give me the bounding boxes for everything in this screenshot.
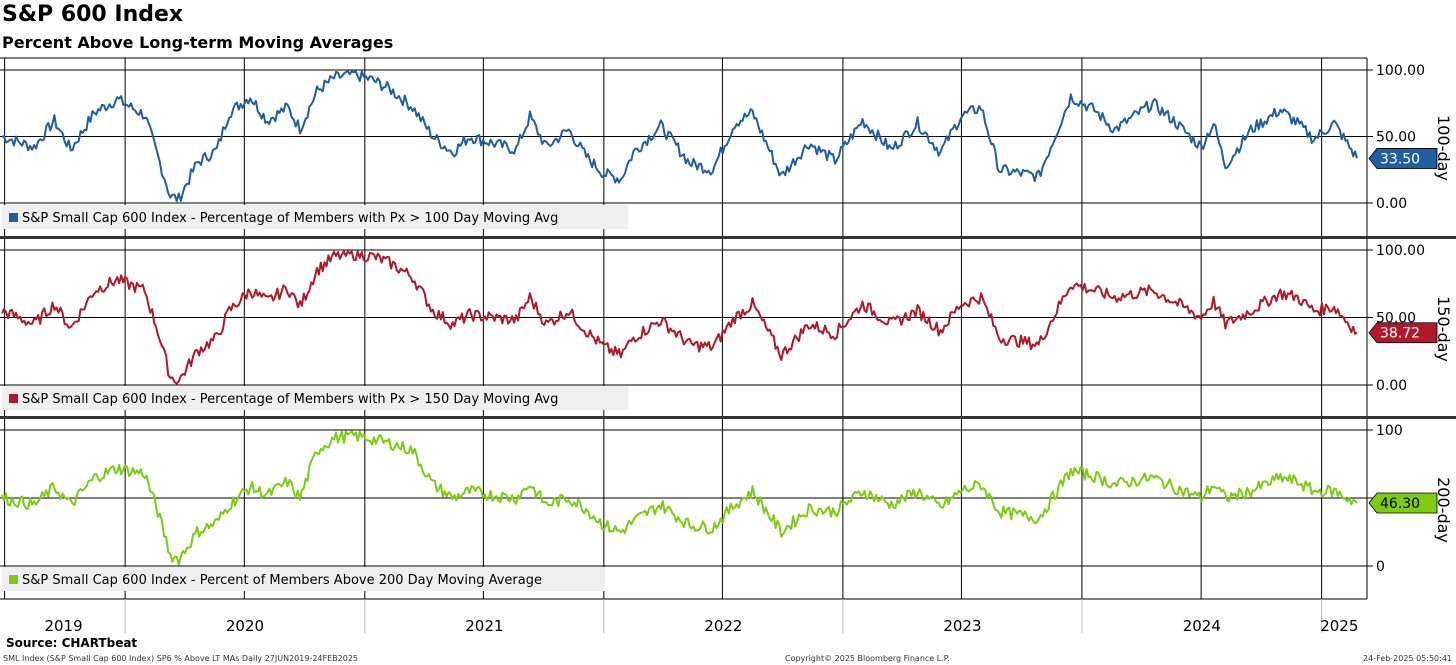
panel-side-label: 150-day [1434,296,1453,362]
chart-source: Source: CHARTbeat [6,636,138,650]
x-tick-label: 2019 [44,617,82,635]
legend-entry: S&P Small Cap 600 Index - Percent of Mem… [22,573,542,588]
ytick-label: 100 [1376,423,1403,439]
panel-side-label: 100-day [1434,115,1453,181]
series-line-2 [1,250,1358,385]
footer-timestamp: 24-Feb-2025 05:50:41 [1363,654,1452,663]
last-value-tag [1368,492,1438,514]
ytick-label: 0 [1376,559,1385,575]
legend-swatch [9,394,18,403]
ytick-label: 0.00 [1376,196,1407,212]
x-tick-label: 2021 [465,617,503,635]
last-value-label: 46.30 [1380,496,1420,512]
x-tick-label: 2024 [1183,617,1221,635]
legend-box [2,205,629,229]
legend-entry: S&P Small Cap 600 Index - Percentage of … [22,211,558,226]
ytick-label: 50.00 [1376,130,1416,146]
last-value-tag [1368,148,1438,169]
x-tick-label: 2022 [704,617,742,635]
legend-swatch [9,213,18,222]
legend-box [2,567,606,591]
chart-title: S&P 600 Index [2,2,184,27]
footer-ticker-info: SML Index (S&P Small Cap 600 Index) SP6 … [3,654,359,663]
ytick-label: 0.00 [1376,378,1407,394]
legend-box [2,386,629,410]
x-tick-label: 2023 [943,617,981,635]
ytick-label: 100.00 [1376,243,1425,259]
legend-swatch [9,575,18,584]
panel-separator [0,416,1456,419]
last-value-label: 38.72 [1380,326,1420,342]
last-value-tag [1368,322,1438,344]
x-tick-label: 2020 [226,617,264,635]
x-tick-label: 2025 [1320,617,1358,635]
panel-separator [0,236,1456,239]
series-line-3 [1,430,1358,566]
chart-subtitle: Percent Above Long-term Moving Averages [2,33,394,52]
last-value-label: 33.50 [1380,151,1420,167]
panel-side-label: 200-day [1434,477,1453,543]
legend-entry: S&P Small Cap 600 Index - Percentage of … [22,392,558,407]
series-line-1 [1,70,1358,203]
ytick-label: 100.00 [1376,63,1425,79]
chart-canvas: 100.00 50.00 0.00 33.50 100-day S&P Small Cap… [0,57,1456,635]
footer-copyright: Copyright© 2025 Bloomberg Finance L.P. [785,654,950,663]
